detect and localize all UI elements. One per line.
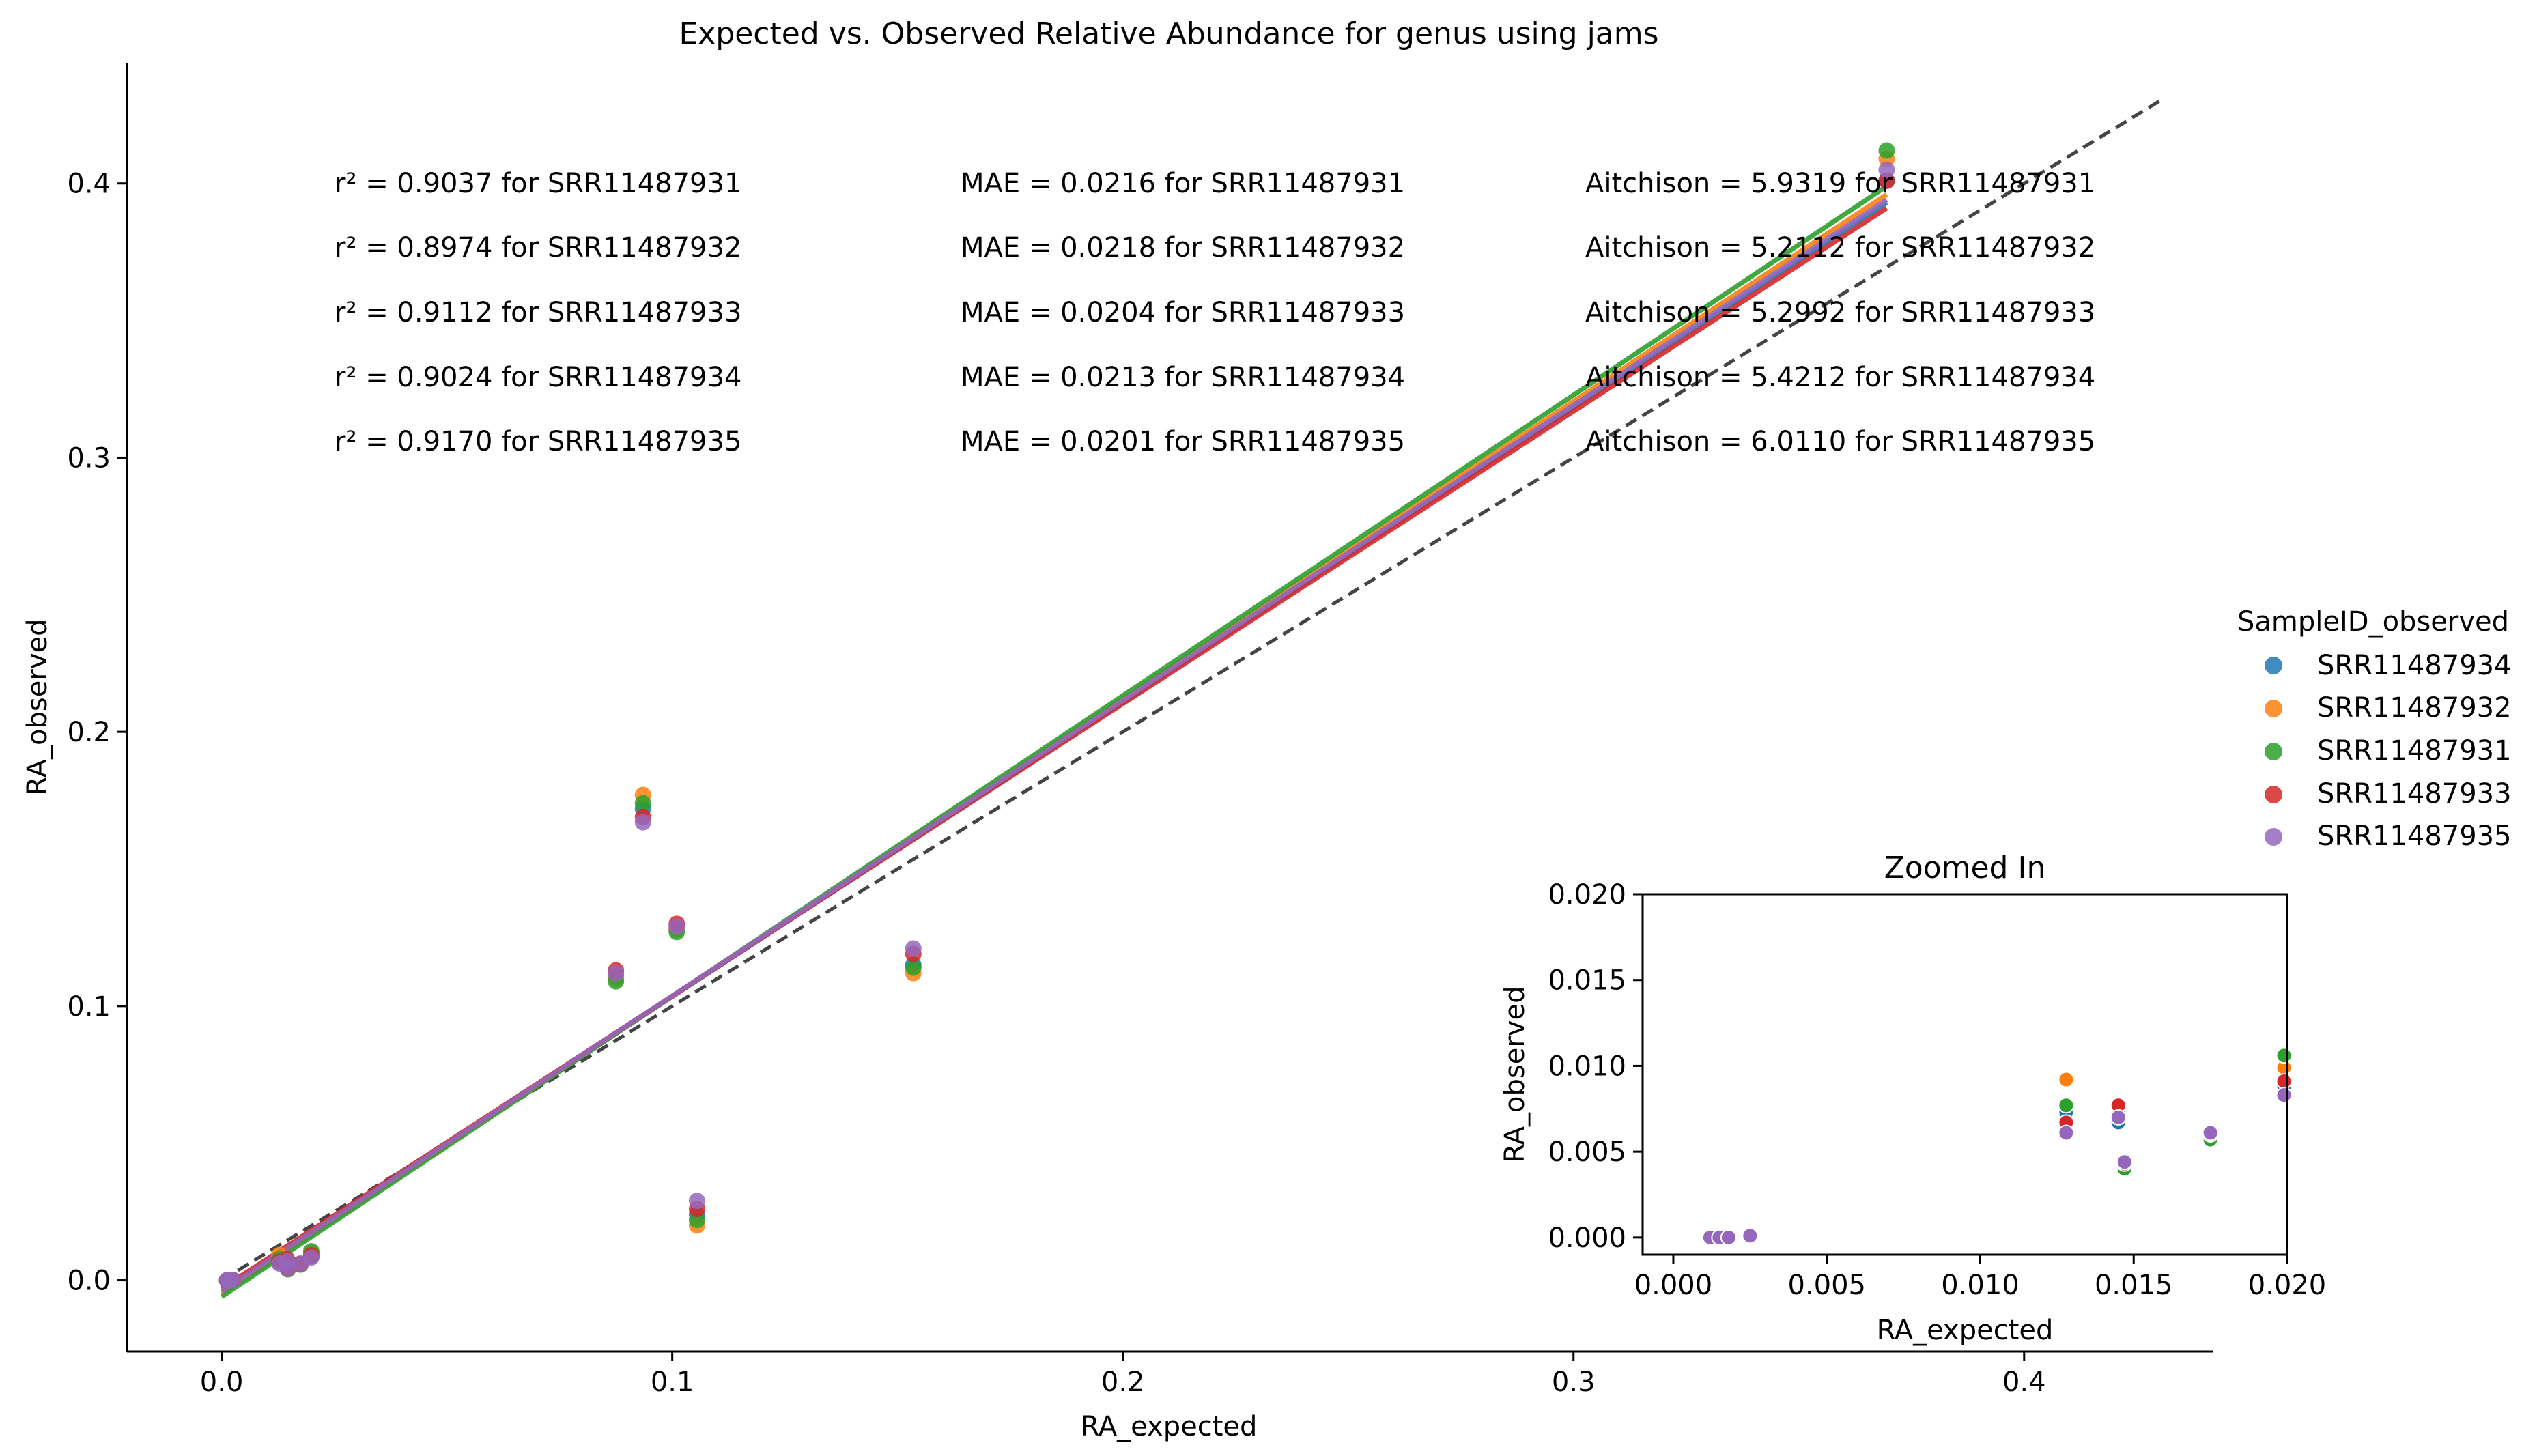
aitchison-annotation: Aitchison = 5.2112 for SRR11487932	[1585, 232, 2095, 263]
x-tick-label: 0.1	[651, 1367, 694, 1398]
legend-title: SampleID_observed	[2237, 606, 2509, 638]
legend-marker	[2265, 786, 2282, 803]
mae-annotation: MAE = 0.0218 for SRR11487932	[961, 232, 1405, 263]
metrics-annotations: r² = 0.9037 for SRR11487931 r² = 0.8974 …	[335, 168, 2095, 457]
aitchison-annotation: Aitchison = 5.4212 for SRR11487934	[1585, 362, 2095, 393]
r2-annotation: r² = 0.9112 for SRR11487933	[335, 297, 741, 328]
x-axis-label: RA_expected	[1081, 1411, 1258, 1442]
identity-line-layer	[221, 100, 2161, 1282]
r2-annotation: r² = 0.8974 for SRR11487932	[335, 232, 741, 263]
legend-marker	[2265, 828, 2282, 846]
fit-line	[220, 197, 1888, 1294]
data-point	[688, 1193, 705, 1210]
legend-marker	[2265, 657, 2282, 674]
data-point	[608, 965, 625, 982]
inset-data-point	[2058, 1124, 2075, 1141]
inset-axis-ticks: 0.000 0.005 0.010 0.015 0.020 0.000 0.005 0.010…	[1548, 879, 2326, 1301]
x-tick-label: 0.4	[2002, 1367, 2046, 1398]
legend-label: SRR11487934	[2317, 650, 2512, 681]
inset-data-point	[2276, 1087, 2293, 1104]
r2-annotation: r² = 0.9037 for SRR11487931	[335, 168, 741, 199]
inset-data-point	[2058, 1097, 2075, 1114]
inset-x-tick-label: 0.000	[1634, 1270, 1713, 1301]
inset-y-tick-label: 0.000	[1548, 1223, 1626, 1254]
legend: SampleID_observed SRR11487934 SRR1148793…	[2237, 606, 2512, 852]
inset-x-tick-label: 0.005	[1787, 1270, 1866, 1301]
legend-label: SRR11487931	[2317, 735, 2512, 767]
inset-data-point	[2202, 1124, 2219, 1141]
inset-plot: 0.000 0.005 0.010 0.015 0.020 0.000 0.005 0.010…	[1499, 851, 2326, 1346]
data-point	[668, 918, 685, 935]
inset-data-point	[2116, 1154, 2133, 1171]
data-point	[302, 1249, 320, 1266]
y-tick-label: 0.1	[67, 991, 111, 1023]
aitchison-annotations: Aitchison = 5.9319 for SRR11487931 Aitch…	[1585, 168, 2095, 457]
y-tick-label: 0.0	[67, 1266, 111, 1297]
r2-annotations: r² = 0.9037 for SRR11487931 r² = 0.8974 …	[335, 168, 741, 457]
mae-annotation: MAE = 0.0204 for SRR11487933	[961, 297, 1405, 328]
data-point	[634, 814, 651, 831]
legend-label: SRR11487935	[2317, 820, 2512, 852]
inset-data-point	[1720, 1229, 1737, 1246]
inset-frame	[1641, 893, 2288, 1256]
inset-y-tick-label: 0.005	[1548, 1137, 1626, 1168]
y-tick-label: 0.2	[67, 717, 111, 748]
inset-y-tick-label: 0.010	[1548, 1051, 1626, 1082]
mae-annotation: MAE = 0.0201 for SRR11487935	[961, 426, 1405, 457]
legend-marker	[2265, 700, 2282, 717]
identity-line	[221, 100, 2161, 1282]
inset-y-tick-label: 0.020	[1548, 879, 1626, 911]
aitchison-annotation: Aitchison = 5.9319 for SRR11487931	[1585, 168, 2095, 199]
fit-lines-layer	[220, 184, 1888, 1299]
data-point	[1878, 161, 1895, 178]
y-tick-label: 0.4	[67, 169, 111, 200]
data-point	[1878, 142, 1895, 159]
r2-annotation: r² = 0.9170 for SRR11487935	[335, 426, 741, 457]
legend-label: SRR11487933	[2317, 778, 2512, 810]
aitchison-annotation: Aitchison = 6.0110 for SRR11487935	[1585, 426, 2095, 457]
data-point	[905, 959, 922, 976]
inset-y-axis-label: RA_observed	[1499, 986, 1531, 1163]
mae-annotation: MAE = 0.0216 for SRR11487931	[961, 168, 1405, 199]
mae-annotation: MAE = 0.0213 for SRR11487934	[961, 362, 1405, 393]
x-tick-label: 0.3	[1552, 1367, 1596, 1398]
inset-title: Zoomed In	[1884, 851, 2046, 885]
chart-title: Expected vs. Observed Relative Abundance…	[679, 16, 1658, 51]
data-point	[905, 940, 922, 957]
inset-data-point	[2110, 1109, 2127, 1126]
inset-points-layer	[1701, 1047, 2293, 1246]
inset-x-tick-label: 0.020	[2248, 1270, 2327, 1301]
inset-data-point	[2276, 1073, 2293, 1090]
main-axis-ticks: 0.0 0.1 0.2 0.3 0.4 0.0 0.1 0.2 0.3 0.4	[67, 169, 2045, 1398]
inset-background	[1643, 894, 2287, 1255]
inset-x-tick-label: 0.010	[1941, 1270, 2019, 1301]
main-points-layer	[218, 142, 1895, 1289]
legend-label: SRR11487932	[2317, 692, 2512, 724]
inset-x-tick-label: 0.015	[2095, 1270, 2173, 1301]
main-plot: 0.0 0.1 0.2 0.3 0.4 0.0 0.1 0.2 0.3 0.4 RA_expect…	[22, 63, 2213, 1442]
data-point	[634, 795, 651, 812]
inset-data-point	[1742, 1227, 1759, 1244]
inset-x-axis-label: RA_expected	[1877, 1315, 2054, 1346]
x-tick-label: 0.0	[200, 1367, 244, 1398]
r2-annotation: r² = 0.9024 for SRR11487934	[335, 362, 741, 393]
data-point	[279, 1259, 296, 1276]
aitchison-annotation: Aitchison = 5.2992 for SRR11487933	[1585, 297, 2095, 328]
x-tick-label: 0.2	[1101, 1367, 1145, 1398]
data-point	[225, 1272, 242, 1289]
inset-data-point	[2276, 1047, 2293, 1064]
y-axis-label: RA_observed	[22, 619, 53, 796]
y-tick-label: 0.3	[67, 442, 111, 474]
legend-marker	[2265, 743, 2282, 760]
mae-annotations: MAE = 0.0216 for SRR11487931 MAE = 0.021…	[961, 168, 1405, 457]
inset-data-point	[2058, 1071, 2075, 1088]
inset-y-tick-label: 0.015	[1548, 965, 1626, 997]
legend-markers	[2265, 657, 2282, 846]
